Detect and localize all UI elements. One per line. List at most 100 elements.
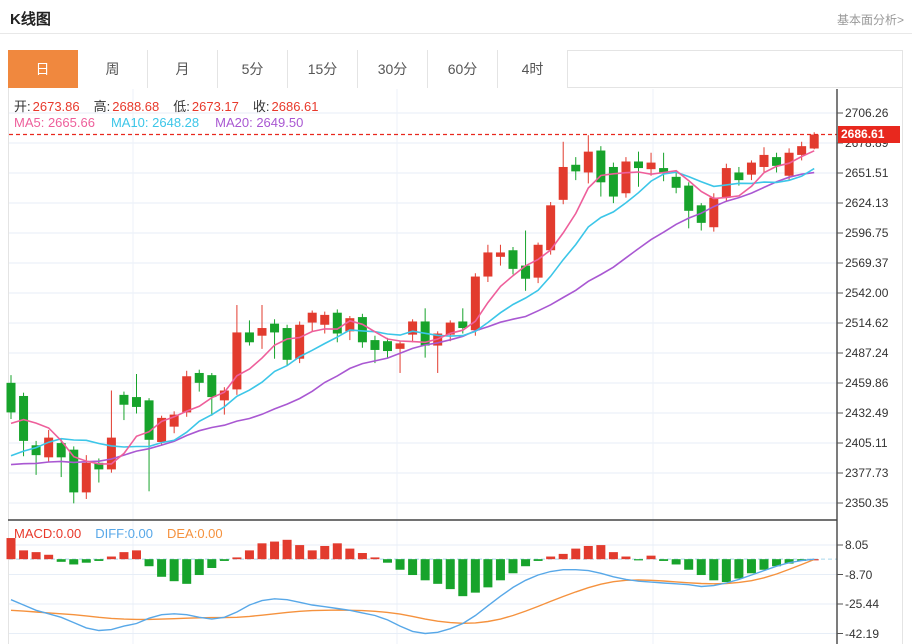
- macd-bar: [232, 557, 242, 560]
- candle-body: [709, 197, 719, 228]
- price-tick-label: 2350.35: [845, 496, 889, 510]
- tab-period-0[interactable]: 日: [8, 50, 78, 88]
- candle-body: [571, 164, 581, 172]
- macd-bar: [157, 559, 167, 577]
- tab-period-1[interactable]: 周: [78, 50, 148, 88]
- macd-bar: [282, 539, 292, 560]
- price-tick-label: 2487.24: [845, 346, 889, 360]
- tab-period-3[interactable]: 5分: [218, 50, 288, 88]
- macd-bar: [182, 559, 192, 584]
- candle-body: [809, 134, 819, 149]
- candle-body: [282, 328, 292, 360]
- macd-bar: [345, 548, 355, 560]
- candle-body: [332, 312, 342, 334]
- macd-bar: [621, 556, 631, 560]
- candle-body: [583, 151, 593, 173]
- macd-bar: [119, 552, 129, 560]
- tab-period-5[interactable]: 30分: [358, 50, 428, 88]
- macd-bar: [44, 554, 54, 560]
- price-tick-label: 2706.26: [845, 106, 889, 120]
- candle-body: [696, 205, 706, 223]
- candle-body: [784, 152, 794, 176]
- macd-bar: [784, 559, 794, 564]
- macd-bar: [746, 559, 756, 574]
- price-tick-label: 2569.37: [845, 256, 889, 270]
- candle-body: [244, 332, 254, 343]
- macd-legend-macd: MACD:0.00: [14, 526, 82, 541]
- candle-body: [634, 161, 643, 169]
- ohlc-item-1: 高: 2688.68: [93, 99, 160, 114]
- candle-body: [320, 314, 330, 325]
- macd-bar: [19, 550, 29, 560]
- fundamental-analysis-link[interactable]: 基本面分析>: [836, 13, 904, 27]
- macd-legend-dea: DEA:0.00: [167, 526, 223, 541]
- macd-bar: [370, 557, 380, 560]
- macd-bar: [94, 559, 104, 561]
- ma-item-2: MA20: 2649.50: [215, 115, 304, 130]
- macd-bar: [671, 559, 681, 565]
- macd-bar: [558, 553, 568, 560]
- candle-body: [19, 395, 29, 441]
- candle-body: [81, 462, 91, 493]
- candle-body: [659, 168, 669, 174]
- candle-body: [684, 185, 694, 211]
- ohlc-legend: 开: 2673.86 高: 2688.68 低: 2673.17 收: 2686.61: [14, 96, 319, 115]
- macd-bar: [6, 538, 16, 560]
- macd-bar: [132, 550, 141, 560]
- macd-bar: [207, 559, 217, 568]
- candle-body: [671, 176, 681, 188]
- price-tick-label: 2459.86: [845, 376, 889, 390]
- macd-bar: [383, 559, 392, 563]
- ma-legend: MA5: 2665.66 MA10: 2648.28 MA20: 2649.50: [14, 115, 303, 130]
- candle-body: [56, 443, 66, 458]
- candle-body: [44, 437, 54, 458]
- macd-bar: [721, 559, 731, 583]
- page-title: K线图: [10, 11, 51, 28]
- candle-body: [746, 162, 756, 175]
- macd-bar: [320, 545, 330, 560]
- macd-bar: [81, 559, 91, 563]
- macd-bar: [420, 559, 430, 581]
- candle-body: [232, 332, 242, 390]
- tab-period-6[interactable]: 60分: [428, 50, 498, 88]
- macd-tick-label: 8.05: [845, 538, 869, 552]
- macd-bar: [495, 559, 505, 581]
- macd-bar: [458, 559, 468, 597]
- candle-body: [69, 449, 79, 493]
- macd-bar: [270, 541, 280, 560]
- candle-body: [759, 154, 769, 167]
- candle-body: [558, 166, 568, 200]
- macd-bar: [759, 559, 769, 570]
- candle-body: [31, 445, 41, 456]
- macd-bar: [445, 559, 455, 590]
- macd-bar: [608, 552, 618, 560]
- candle-body: [119, 394, 129, 405]
- macd-bar: [546, 556, 556, 560]
- period-tabbar: 日周月 5分 15分 30分 60分 4时: [8, 50, 903, 88]
- price-tick-label: 2624.13: [845, 196, 889, 210]
- tab-period-7[interactable]: 4时: [498, 50, 568, 88]
- macd-bar: [772, 559, 782, 567]
- candle-body: [169, 414, 179, 427]
- tab-period-4[interactable]: 15分: [288, 50, 358, 88]
- candle-body: [94, 462, 104, 470]
- macd-bar: [106, 556, 116, 560]
- macd-bar: [709, 559, 719, 581]
- macd-bar: [408, 559, 418, 576]
- candle-body: [797, 146, 807, 155]
- macd-bar: [433, 559, 443, 584]
- price-tick-label: 2377.73: [845, 466, 889, 480]
- candle-body: [357, 317, 367, 343]
- candle-body: [508, 250, 518, 269]
- price-tick-label: 2542.00: [845, 286, 889, 300]
- candle-body: [483, 252, 493, 277]
- candle-body: [383, 341, 392, 352]
- macd-tick-label: -8.70: [845, 567, 873, 582]
- candle-body: [194, 372, 204, 383]
- macd-bar: [395, 559, 405, 570]
- tab-period-2[interactable]: 月: [148, 50, 218, 88]
- candle-body: [270, 323, 280, 333]
- candle-body: [257, 328, 267, 336]
